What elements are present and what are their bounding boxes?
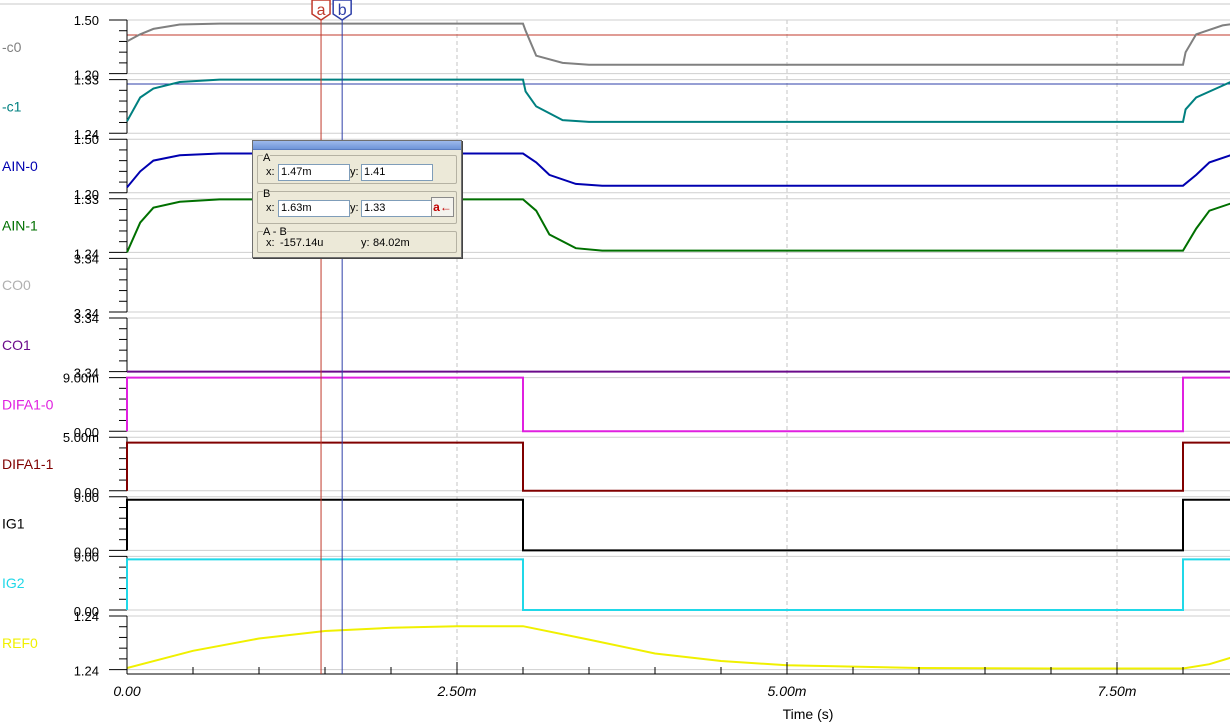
cursor-b-y-field[interactable]: 1.33	[361, 200, 433, 217]
series-label: -c0	[2, 39, 22, 55]
y-tick-label: 5.00m	[63, 430, 99, 445]
cursor-b-x-field[interactable]: 1.63m	[278, 200, 350, 217]
x-tick-label: 5.00m	[768, 683, 807, 699]
trace-panel-ig1: 9.00 0.00 IG1	[2, 490, 1230, 559]
cursor-a-y-field[interactable]: 1.41	[361, 164, 433, 181]
cursor-a-x-label: x:	[266, 166, 275, 178]
series-label: -c1	[2, 98, 22, 114]
y-tick-label: 1.24	[74, 664, 99, 679]
cursor-a-y-label: y:	[350, 166, 359, 178]
series-line	[126, 22, 1230, 66]
cursor-a-label: a	[317, 2, 326, 19]
cursor-b-x-label: x:	[266, 202, 275, 214]
y-tick-label: 1.50	[74, 13, 99, 28]
series-line	[126, 558, 1230, 611]
trace-panel-difa11: 5.00m 0.00 DIFA1-1	[2, 430, 1230, 500]
y-tick-label: 1.33	[74, 73, 99, 88]
cursor-b-handle[interactable]	[332, 0, 352, 21]
dialog-titlebar[interactable]	[253, 141, 461, 150]
x-axis: 0.00 2.50m 5.00m 7.50m Time (s)	[113, 662, 1230, 722]
series-label: AIN-1	[2, 218, 38, 234]
cursor-a-handle[interactable]	[311, 0, 331, 21]
cursor-diff-x-label: x:	[266, 237, 275, 249]
x-axis-title: Time (s)	[783, 706, 834, 722]
y-tick-label: 1.33	[74, 192, 99, 207]
y-tick-label: 0.00	[74, 604, 99, 619]
cursor-diff-y-label: y:	[361, 237, 370, 249]
series-label: REF0	[2, 635, 38, 651]
x-tick-label: 7.50m	[1098, 683, 1137, 699]
series-label: IG1	[2, 516, 25, 532]
cursor-diff-group-label: A - B	[263, 226, 287, 238]
trace-panel-ref0: 1.24 1.24 REF0	[2, 609, 1230, 679]
y-tick-label: 9.00m	[63, 371, 99, 386]
x-tick-label: 0.00	[113, 683, 140, 699]
cursor-b-group	[257, 191, 457, 224]
cursor-a-group	[257, 155, 457, 184]
series-label: CO0	[2, 277, 31, 293]
grid	[0, 3, 1230, 676]
trace-panel-c1: 1.33 1.24 -c1	[2, 73, 1230, 142]
y-tick-label: 0.00	[74, 544, 99, 559]
series-line	[126, 198, 1230, 253]
cursor-a-group-label: A	[263, 152, 271, 164]
y-tick-label: 3.34	[74, 366, 99, 381]
trace-panel-co1: 3.34 3.34 CO1	[2, 311, 1230, 381]
cursor-b-group-label: B	[263, 188, 271, 200]
trace-panel-difa10: 9.00m 0.00 DIFA1-0	[2, 371, 1230, 440]
series-label: AIN-0	[2, 158, 38, 174]
cursor-b-label: b	[338, 2, 347, 19]
y-tick-label: 0.00	[74, 425, 99, 440]
y-tick-label: 1.24	[74, 246, 99, 261]
cursor-b-y-label: y:	[350, 202, 359, 214]
series-label: DIFA1-1	[2, 456, 54, 472]
series-line	[126, 498, 1230, 552]
y-tick-label: 9.00	[74, 490, 99, 505]
x-tick-label: 2.50m	[437, 683, 477, 699]
series-line	[126, 625, 1230, 670]
trace-panel-ain0: 1.50 1.20 AIN-0	[2, 132, 1230, 202]
y-tick-label: 1.20	[74, 187, 99, 202]
series-line	[126, 78, 1230, 123]
y-tick-label: 1.20	[74, 68, 99, 83]
trace-panels: 1.501.20-c01.331.24-c11.501.20AIN-01.331…	[2, 13, 1230, 679]
trace-panel-co0: 3.34 3.34 CO0	[2, 251, 1230, 321]
trace-panel-ain1: 1.33 1.24 AIN-1	[2, 192, 1230, 261]
y-tick-label: 1.50	[74, 132, 99, 147]
cursor-a-x-field[interactable]: 1.47m	[278, 164, 350, 181]
y-tick-label: 3.34	[74, 311, 99, 326]
cursor-diff-x-value: -157.14u	[280, 237, 324, 249]
y-tick-label: 1.24	[74, 127, 99, 142]
series-label: IG2	[2, 575, 25, 591]
y-tick-label: 0.00	[74, 485, 99, 500]
series-label: CO1	[2, 337, 31, 353]
series-line	[126, 376, 1230, 433]
series-line	[126, 152, 1230, 189]
trace-panel-ig2: 9.00 0.00 IG2	[2, 549, 1230, 619]
y-tick-label: 3.34	[74, 306, 99, 321]
cursor-readout-dialog[interactable]: A x: 1.47m y: 1.41 B x: 1.63m y: 1.33 a←…	[252, 140, 462, 258]
cursor-diff-group	[257, 231, 457, 253]
y-tick-label: 9.00	[74, 549, 99, 564]
cursor-diff-y-value: 84.02m	[373, 237, 410, 249]
y-tick-label: 1.24	[74, 609, 99, 624]
series-line	[126, 441, 1230, 492]
series-label: DIFA1-0	[2, 396, 54, 412]
y-tick-label: 3.34	[74, 251, 99, 266]
swap-cursor-button[interactable]: a←	[431, 197, 454, 217]
trace-panel-c0: 1.50 1.20 -c0	[2, 13, 1230, 83]
